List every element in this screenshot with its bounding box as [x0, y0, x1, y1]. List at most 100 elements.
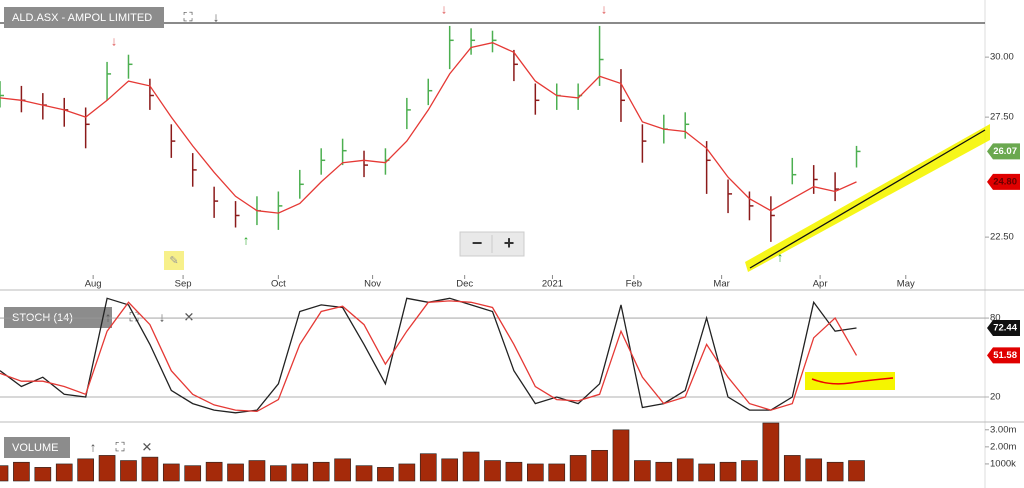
value-tag — [987, 319, 1020, 336]
y-tick-label: 2.00m — [990, 441, 1016, 452]
volume-bar — [355, 465, 373, 482]
value-tag-label: 24.80 — [993, 176, 1017, 187]
ohlc-bar — [748, 191, 754, 221]
volume-bar — [398, 463, 416, 482]
expand-button[interactable]: ⛶ — [114, 439, 125, 454]
ohlc-bar — [406, 97, 411, 130]
ohlc-bar — [834, 172, 840, 202]
ohlc-bar — [234, 201, 240, 228]
volume-bar — [419, 453, 437, 482]
ohlc-bar — [427, 78, 433, 106]
trend-line — [749, 129, 986, 269]
y-tick-label: 30.00 — [990, 52, 1014, 63]
ohlc-bar — [0, 81, 4, 108]
ohlc-bar — [277, 191, 283, 230]
volume-bar — [312, 461, 330, 482]
x-tick-label: Oct — [271, 279, 286, 290]
panel-title: VOLUME — [12, 442, 58, 454]
value-tag — [987, 143, 1020, 160]
y-tick-label: 80 — [990, 313, 1001, 324]
ohlc-bar — [299, 169, 304, 199]
move-up-button[interactable]: ↑ — [90, 439, 97, 454]
volume-bar — [120, 460, 137, 482]
volume-bar — [270, 465, 287, 482]
volume-bar — [591, 449, 608, 482]
ohlc-bar — [513, 49, 518, 82]
volume-bar — [505, 461, 523, 482]
volume-bar — [634, 460, 651, 482]
close-button[interactable]: ✕ — [142, 439, 153, 454]
y-tick-label: 20 — [990, 391, 1001, 402]
volume-bar — [719, 461, 737, 482]
move-up-button[interactable]: ↑ — [105, 309, 112, 324]
series-line — [0, 300, 858, 413]
volume-bar — [698, 463, 715, 482]
ohlc-bar — [170, 124, 176, 158]
volume-bar — [783, 455, 801, 482]
y-tick-label: 3.00m — [990, 424, 1016, 435]
volume-bar — [205, 461, 223, 482]
x-tick-label: Sep — [175, 279, 192, 290]
close-button[interactable]: ✕ — [184, 309, 195, 324]
highlight-curve — [811, 377, 894, 385]
y-tick-label: 22.50 — [990, 232, 1014, 243]
ohlc-bar — [727, 179, 733, 214]
volume-bar — [741, 460, 758, 482]
ohlc-bar — [127, 54, 133, 79]
volume-bar — [569, 455, 587, 482]
volume-bar — [612, 429, 630, 482]
panel-label-box — [4, 7, 164, 28]
ohlc-bar — [855, 145, 861, 168]
volume-bar — [826, 461, 844, 482]
volume-bar — [248, 460, 266, 482]
panel-title: ALD.ASX - AMPOL LIMITED — [12, 12, 152, 24]
volume-bar — [762, 422, 780, 482]
buy-arrow: ↑ — [777, 249, 784, 264]
volume-bar — [55, 463, 73, 482]
ohlc-bar — [705, 141, 711, 194]
ohlc-bar — [534, 83, 540, 115]
volume-bar — [655, 461, 673, 482]
x-tick-label: Dec — [456, 279, 473, 290]
volume-bar — [162, 463, 180, 482]
ohlc-bar — [106, 61, 112, 101]
zoom-out-button[interactable]: − — [472, 233, 483, 253]
x-tick-label: May — [897, 279, 915, 290]
x-tick-label: Feb — [626, 279, 642, 290]
volume-bar — [848, 460, 865, 482]
zoom-in-button[interactable]: + — [504, 233, 515, 253]
volume-bar — [462, 451, 480, 482]
ohlc-bar — [320, 148, 326, 175]
volume-bar — [441, 458, 459, 482]
ohlc-bar — [620, 69, 625, 122]
sell-arrow: ↓ — [441, 1, 448, 16]
x-tick-label: Aug — [85, 279, 102, 290]
move-down-button[interactable]: ↓ — [213, 9, 220, 24]
volume-bar — [548, 463, 566, 482]
ohlc-bar — [791, 157, 797, 185]
x-tick-label: Nov — [364, 279, 381, 290]
volume-bar — [526, 463, 544, 482]
volume-bar — [13, 461, 30, 482]
ohlc-bar — [770, 196, 775, 242]
value-tag-label: 72.44 — [993, 323, 1017, 334]
value-tag — [987, 347, 1020, 364]
panel-label-box — [4, 307, 112, 328]
highlight — [805, 372, 895, 390]
sell-arrow: ↓ — [601, 1, 608, 16]
y-tick-label: 1000k — [990, 458, 1016, 469]
expand-button[interactable]: ⛶ — [128, 309, 139, 324]
move-down-button[interactable]: ↓ — [159, 309, 166, 324]
panel-label-box — [4, 437, 70, 458]
sell-arrow: ↓ — [111, 33, 118, 48]
ohlc-bar — [149, 78, 154, 110]
volume-bar — [334, 458, 351, 482]
ohlc-bar — [470, 28, 476, 55]
ohlc-bar — [684, 112, 690, 139]
ohlc-bar — [491, 30, 497, 53]
draw-tool-button[interactable] — [164, 251, 184, 270]
volume-bar — [141, 456, 159, 482]
expand-button[interactable]: ⛶ — [182, 9, 193, 24]
buy-arrow: ↑ — [243, 232, 250, 247]
volume-bar — [484, 460, 501, 482]
